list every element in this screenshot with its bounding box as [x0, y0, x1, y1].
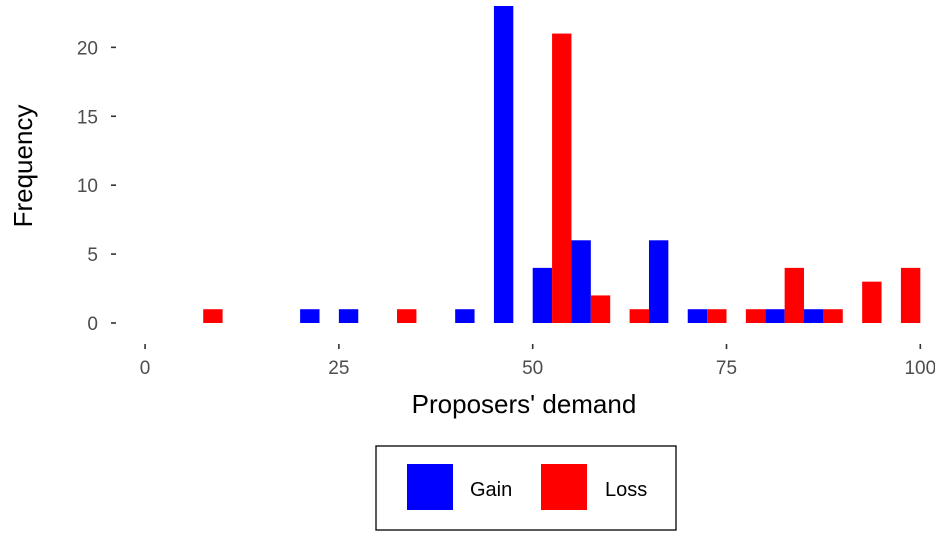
legend-swatch-gain — [407, 464, 453, 510]
y-tick-label: 0 — [87, 314, 98, 335]
y-tick-label: 20 — [77, 38, 98, 59]
bar-gain — [338, 309, 359, 323]
bar-gain — [648, 240, 669, 323]
legend-label-gain: Gain — [470, 479, 512, 501]
bar-loss — [203, 309, 223, 323]
x-tick-label: 100 — [904, 358, 935, 379]
bar-loss — [552, 33, 572, 323]
x-tick-label: 0 — [140, 358, 151, 379]
bar-gain — [455, 309, 475, 323]
bar-loss — [707, 309, 727, 323]
bar-loss — [397, 309, 417, 323]
bar-loss — [745, 309, 766, 323]
legend: Gain Loss — [375, 445, 677, 531]
legend-box — [375, 445, 677, 531]
bar-loss — [629, 309, 649, 323]
bar-loss — [900, 267, 921, 323]
x-tick-label: 75 — [716, 358, 737, 379]
bar-loss — [862, 281, 882, 323]
y-tick-label: 10 — [77, 176, 98, 197]
y-tick-label: 15 — [77, 107, 98, 128]
bar-gain — [493, 6, 514, 323]
bar-gain — [765, 309, 785, 323]
bar-gain — [571, 240, 591, 323]
legend-label-loss: Loss — [605, 479, 647, 501]
y-axis: 0 5 10 15 20 — [77, 38, 116, 335]
legend-swatch-loss — [541, 464, 587, 510]
x-axis-title: Proposers' demand — [412, 389, 637, 419]
bar-gain — [532, 267, 553, 323]
y-axis-title: Frequency — [8, 105, 38, 228]
x-tick-label: 25 — [328, 358, 349, 379]
bar-loss — [590, 295, 611, 323]
y-tick-label: 5 — [87, 245, 98, 266]
bar-gain — [687, 309, 708, 323]
bar-gain — [300, 309, 320, 323]
bar-gain — [804, 309, 824, 323]
x-tick-label: 50 — [522, 358, 543, 379]
bar-loss — [823, 309, 843, 323]
bar-loss — [784, 267, 805, 323]
x-axis: 0 25 50 75 100 — [140, 344, 935, 379]
bars-group — [203, 6, 921, 323]
